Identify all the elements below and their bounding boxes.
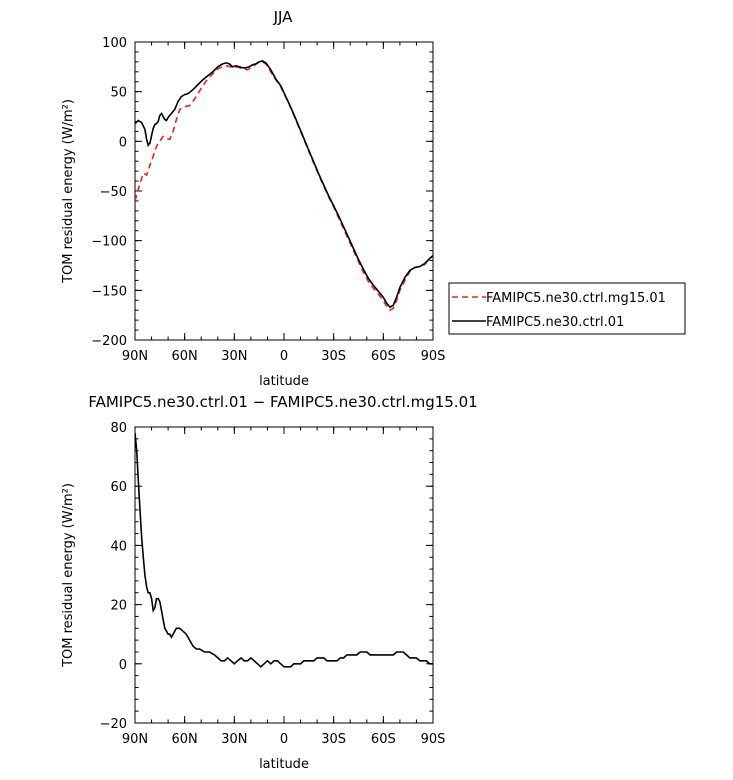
x-tick-label: 90N [122, 349, 148, 364]
x-tick-label: 0 [280, 349, 288, 364]
y-tick-label: −20 [100, 717, 127, 732]
x-tick-label: 90S [421, 349, 446, 364]
plot-frame [134, 41, 434, 341]
series-line-1 [135, 61, 433, 312]
x-tick-label: 60N [172, 349, 198, 364]
y-tick-label: −100 [91, 235, 127, 250]
x-tick-label: 90S [421, 732, 446, 747]
x-tick-label: 90N [122, 732, 148, 747]
y-tick-label: 0 [119, 658, 127, 673]
y-tick-label: 100 [102, 36, 127, 51]
chart-title: JJA [273, 8, 294, 26]
y-tick-label: 0 [119, 135, 127, 150]
x-axis-label: latitude [259, 757, 309, 772]
y-tick-label: 60 [110, 480, 127, 495]
y-tick-label: −50 [100, 185, 127, 200]
legend-box [448, 282, 686, 335]
y-tick-label: 20 [110, 599, 127, 614]
y-tick-label: 80 [110, 421, 127, 436]
y-tick-label: −200 [91, 334, 127, 349]
y-axis-label: TOM residual energy (W/m²) [61, 483, 76, 668]
x-axis-label: latitude [259, 374, 309, 389]
x-tick-label: 60N [172, 732, 198, 747]
x-tick-label: 30S [321, 732, 346, 747]
series-line-1 [135, 432, 433, 668]
x-tick-label: 0 [280, 732, 288, 747]
series-line-2 [135, 60, 433, 309]
legend-label: FAMIPC5.ne30.ctrl.01 [486, 315, 624, 330]
panel-2: 90N 60N 30N 0 30S 60S 90S 80 60 40 20 0 −20 latitude T… [61, 393, 478, 772]
y-tick-label: 40 [110, 539, 127, 554]
y-tick-label: 50 [110, 86, 127, 101]
x-tick-label: 30N [221, 349, 247, 364]
x-tick-label: 60S [371, 732, 396, 747]
plot-frame [134, 426, 434, 724]
y-axis-label: TOM residual energy (W/m²) [61, 99, 76, 284]
x-tick-label: 30N [221, 732, 247, 747]
legend-label: FAMIPC5.ne30.ctrl.mg15.01 [486, 291, 666, 306]
x-tick-label: 30S [321, 349, 346, 364]
panel-1: 90N 60N 30N 0 30S 60S 90S 100 50 0 −50 −100 −150 −200… [61, 8, 686, 389]
chart-title: FAMIPC5.ne30.ctrl.01 − FAMIPC5.ne30.ctrl… [88, 393, 477, 411]
y-tick-label: −150 [91, 284, 127, 299]
x-tick-label: 60S [371, 349, 396, 364]
legend: FAMIPC5.ne30.ctrl.mg15.01 FAMIPC5.ne30.ct… [448, 282, 686, 335]
